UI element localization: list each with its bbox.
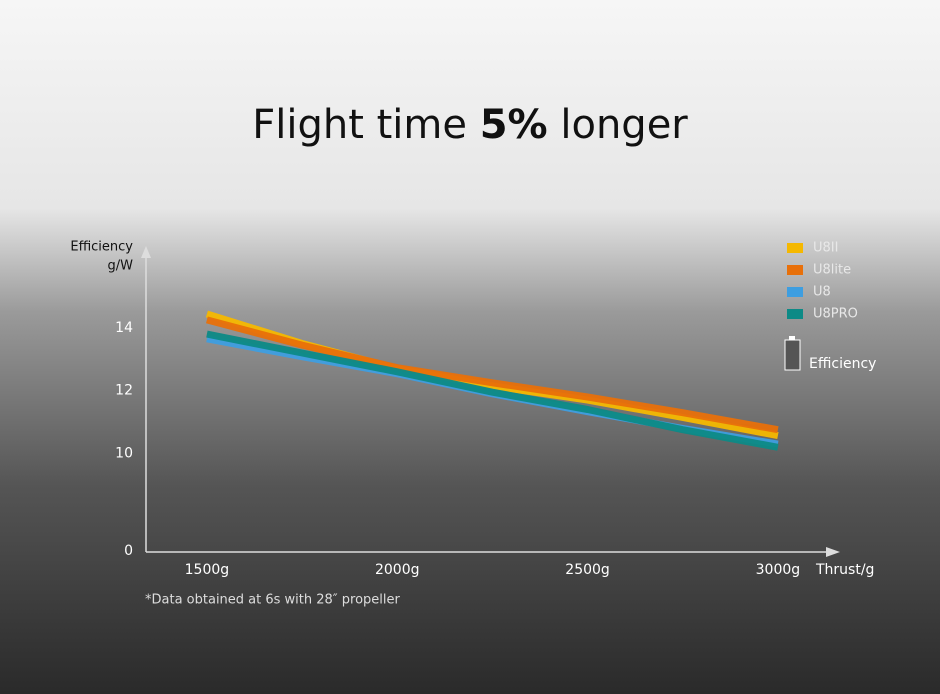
x-tick-label: 2500g xyxy=(565,562,610,578)
legend-swatch xyxy=(787,309,803,319)
legend-label: U8II xyxy=(813,241,838,256)
legend-swatch xyxy=(787,265,803,275)
x-axis-arrow xyxy=(826,547,840,557)
legend-swatch xyxy=(787,243,803,253)
y-axis-label: Efficiency xyxy=(70,240,133,255)
y-tick-label: 14 xyxy=(115,320,133,336)
legend-note: Efficiency xyxy=(809,356,876,372)
title-part: Flight time xyxy=(252,102,467,148)
series-line xyxy=(206,316,779,434)
y-tick-label: 12 xyxy=(115,383,133,399)
series-line xyxy=(206,330,779,451)
chart-title: Flight time 5% longer xyxy=(252,102,688,148)
legend-label: U8lite xyxy=(813,263,851,278)
x-axis-label: Thrust/g xyxy=(815,562,874,578)
footnote: *Data obtained at 6s with 28″ propeller xyxy=(145,593,401,608)
y-axis-label: g/W xyxy=(108,259,134,274)
battery-icon xyxy=(784,336,801,371)
y-tick-label: 10 xyxy=(115,446,133,462)
legend-label: U8 xyxy=(813,285,831,300)
legend-label: U8PRO xyxy=(813,307,858,322)
y-tick-label: 0 xyxy=(124,543,133,559)
x-tick-label: 2000g xyxy=(375,562,420,578)
y-axis-arrow xyxy=(141,246,151,258)
x-tick-label: 1500g xyxy=(185,562,230,578)
legend-swatch xyxy=(787,287,803,297)
x-tick-label: 3000g xyxy=(756,562,801,578)
title-highlight: 5% xyxy=(480,102,548,148)
title-part: longer xyxy=(560,102,688,148)
